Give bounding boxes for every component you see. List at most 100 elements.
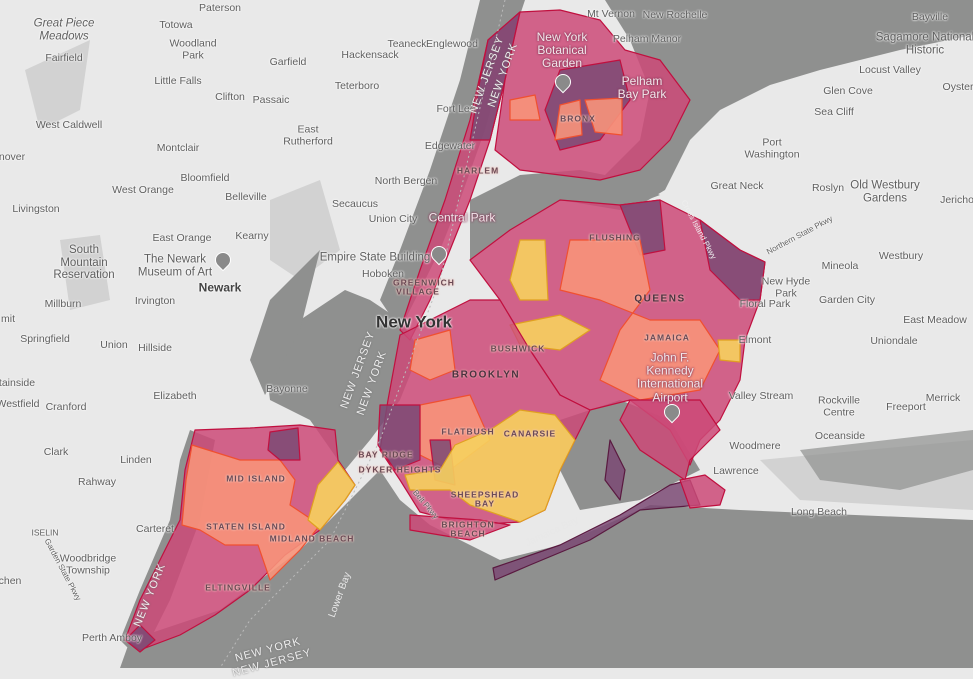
label-ny-botanical-garden: New York Botanical Garden [536,30,588,71]
label-livingston: Livingston [12,203,60,216]
label-englewood: Englewood [426,38,478,51]
label-mountainside: tainside [0,377,36,390]
region-brighton-beach[interactable] [409,514,511,541]
lower-bay-ocean [0,470,973,668]
label-irvington: Irvington [134,295,176,308]
label-floral-park: Floral Park [739,298,791,311]
label-teaneck: Teaneck [387,38,427,51]
region-staten-island-dark[interactable] [267,427,301,461]
label-perth-amboy: Perth Amboy [81,632,143,645]
region-staten-island-dark-sw[interactable] [124,624,156,653]
label-old-westbury: Old Westbury Gardens [850,179,920,204]
region-jfk[interactable] [619,399,721,481]
label-pelham-manor: Pelham Manor [612,33,682,46]
label-mineola: Mineola [821,260,859,273]
label-union-city: Union City [368,213,418,226]
label-dyker-heights: DYKER HEIGHTS [358,464,442,475]
label-rahway: Rahway [78,476,116,489]
label-newark: Newark [198,280,242,295]
label-clifton: Clifton [215,91,245,104]
label-garden-city: Garden City [818,294,876,307]
label-pelham-bay-park: Pelham Bay Park [617,73,667,101]
label-elmont: Elmont [738,334,772,347]
region-brooklyn-dark[interactable] [377,404,421,471]
label-west-caldwell: West Caldwell [35,119,103,132]
label-hanover: nover [0,151,26,164]
label-linden: Linden [120,454,152,467]
region-brooklyn-salmon[interactable] [409,329,456,381]
label-edison: chen [0,575,22,588]
label-westbury: Westbury [878,250,924,263]
label-kearny: Kearny [235,230,269,243]
label-new-rochelle: New Rochelle [642,9,708,22]
great-piece-meadows-park [25,40,90,130]
label-roslyn: Roslyn [811,182,845,195]
label-carteret: Carteret [136,523,174,536]
label-bronx: BRONX [560,113,596,124]
label-staten-island: STATEN ISLAND [206,521,286,532]
label-jericho: Jericho [940,194,973,207]
choropleth-layer [124,9,766,653]
label-clark: Clark [43,446,69,459]
region-queens-dark-ne[interactable] [699,219,766,301]
region-brooklyn-yellow[interactable] [404,409,576,523]
label-greenwich-village: GREENWICH VILLAGE [393,277,455,297]
label-iselin: ISELIN [31,527,59,538]
western-bays-li [800,430,973,490]
label-newark-museum: The Newark Museum of Art [137,253,213,278]
label-east-orange: East Orange [152,232,212,245]
label-great-piece-meadows: Great Piece Meadows [33,17,95,42]
label-uniondale: Uniondale [870,335,918,348]
label-long-beach: Long Beach [790,506,848,519]
region-queens-salmon[interactable] [559,239,721,401]
label-freeport: Freeport [886,401,926,414]
label-montclair: Montclair [156,142,200,155]
label-flushing: FLUSHING [589,232,641,243]
label-valley-stream: Valley Stream [728,390,794,403]
label-lawrence: Lawrence [713,465,759,478]
label-fairfield: Fairfield [45,52,83,65]
label-canarsie: CANARSIE [503,428,557,439]
label-paterson: Paterson [198,2,242,15]
label-edgewater: Edgewater [424,140,476,153]
label-summit: mit [1,313,15,326]
region-queens-dark-n[interactable] [619,199,666,256]
label-harlem: HARLEM [456,165,500,176]
label-locust-valley: Locust Valley [859,64,921,77]
label-brighton-beach: BRIGHTON BEACH [441,519,495,539]
region-bronx-salmon-1[interactable] [509,94,541,121]
label-bay-ridge: BAY RIDGE [358,449,414,460]
region-staten-island-yellow[interactable] [307,461,356,531]
region-bronx-salmon-2[interactable] [554,99,583,141]
label-eltingville: ELTINGVILLE [205,582,271,593]
label-woodmere: Woodmere [729,440,781,453]
long-island-sound [600,0,973,205]
label-passaic: Passaic [252,94,290,107]
label-teterboro: Teterboro [334,80,380,93]
label-hackensack: Hackensack [341,49,399,62]
label-east-meadow: East Meadow [903,314,967,327]
label-secaucus: Secaucus [331,198,379,211]
label-bayonne: Bayonne [266,383,308,396]
label-bayville: Bayville [911,11,949,24]
label-woodland-park: Woodland Park [169,37,217,61]
east-river [470,170,660,260]
label-glen-cove: Glen Cove [823,85,873,98]
label-hoboken: Hoboken [361,268,405,281]
label-hillside: Hillside [138,342,172,355]
label-new-hyde-park: New Hyde Park [761,275,811,299]
region-bronx-salmon-3[interactable] [584,97,623,136]
region-far-rockaway[interactable] [679,474,726,509]
region-queens-yellow-3[interactable] [717,339,741,363]
south-mountain-park [60,235,110,310]
label-jfk: John F. Kennedy International Airport [636,350,704,405]
region-jamaica-bay-islands[interactable] [604,439,626,501]
region-queens-yellow[interactable] [509,239,549,301]
label-belleville: Belleville [225,191,267,204]
label-union: Union [100,339,128,352]
label-woodbridge: Woodbridge Township [59,552,117,576]
label-east-rutherford: East Rutherford [283,123,333,147]
region-staten-island-salmon[interactable] [181,444,321,581]
